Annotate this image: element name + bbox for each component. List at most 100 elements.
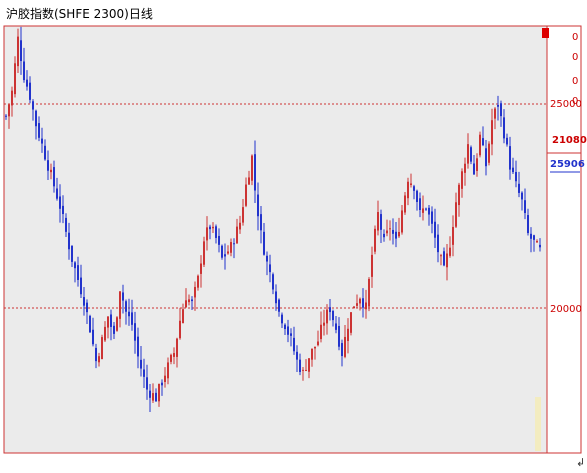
candle-body [263,231,265,255]
candle-body [290,333,292,336]
candle-body [248,177,250,185]
candle-body [473,163,475,175]
candle-body [458,184,460,206]
candle-body [320,324,322,340]
candle-body [398,231,400,237]
candle-body [212,226,214,229]
candle-body [125,301,127,312]
candle-body [128,311,130,317]
candle-body [113,325,115,334]
candle-body [131,312,133,325]
candle-body [191,299,193,302]
candle-body [143,369,145,377]
candle-body [425,208,427,210]
candle-body [305,369,307,371]
plot-area [3,25,548,454]
candle-body [509,146,511,170]
candle-body [11,90,13,106]
candle-body [392,229,394,234]
candle-body [83,297,85,306]
candle-body [56,188,58,199]
axis-tick-20000: 20000 [550,304,582,315]
candle-body [284,324,286,330]
candle-body [491,120,493,145]
scroll-marker[interactable] [542,28,549,38]
candle-body [200,263,202,274]
candle-body [92,329,94,345]
volume-hint-bar [535,397,541,451]
candle-body [413,186,415,191]
candle-body [278,299,280,312]
cursor-glyph: ↲ [576,456,586,469]
axis-tick-25000: 25000 [550,99,582,110]
candle-body [479,134,481,156]
candle-body [26,79,28,87]
candle-body [497,105,499,107]
candle-body [407,181,409,199]
candle-body [311,348,313,360]
candle-body [452,226,454,245]
candle-body [434,221,436,238]
candle-body [422,208,424,213]
candle-body [155,392,157,402]
candle-body [326,309,328,324]
axis-tick-21080: 21080 [552,135,587,146]
candle-body [374,228,376,252]
candle-body [254,154,256,191]
candle-body [308,358,310,372]
chart-title: 沪胶指数(SHFE 2300)日线 [6,7,153,21]
candle-body [89,315,91,333]
candle-body [275,291,277,304]
axis-top-zero-2: 0 [572,52,578,63]
candle-body [494,108,496,119]
candle-body [344,336,346,357]
candle-body [152,393,154,401]
candle-body [17,36,19,67]
candle-body [47,160,49,171]
candle-body [140,359,142,369]
candle-body [332,310,334,321]
candle-body [101,337,103,360]
candle-body [38,123,40,138]
candle-body [164,375,166,382]
candle-body [476,158,478,171]
candle-body [377,212,379,231]
candle-body [338,325,340,347]
candle-body [29,82,31,100]
candle-body [134,323,136,341]
candle-body [485,148,487,167]
candle-body [137,336,139,357]
candle-body [518,183,520,193]
candle-body [287,326,289,335]
candle-body [440,255,442,257]
candle-body [20,40,22,62]
candle-body [536,240,538,243]
candle-body [203,241,205,265]
candle-body [449,247,451,256]
candle-body [8,104,10,117]
candle-body [380,214,382,230]
candle-body [362,298,364,308]
candle-body [488,143,490,163]
candle-body [32,101,34,110]
candle-body [176,338,178,357]
candle-body [299,359,301,372]
candle-body [323,322,325,326]
candle-body [110,314,112,327]
candle-body [470,147,472,162]
candle-body [335,323,337,330]
candle-body [500,103,502,117]
candle-body [14,63,16,95]
candle-body [530,233,532,239]
candle-body [359,298,361,304]
candle-body [44,145,46,160]
candle-body [50,169,52,173]
candle-body [428,207,430,215]
candle-body [116,317,118,331]
candle-body [272,274,274,290]
candle-body [5,115,7,117]
candle-body [281,314,283,324]
candle-body [467,144,469,164]
candle-body [161,382,163,386]
candle-body [317,341,319,346]
